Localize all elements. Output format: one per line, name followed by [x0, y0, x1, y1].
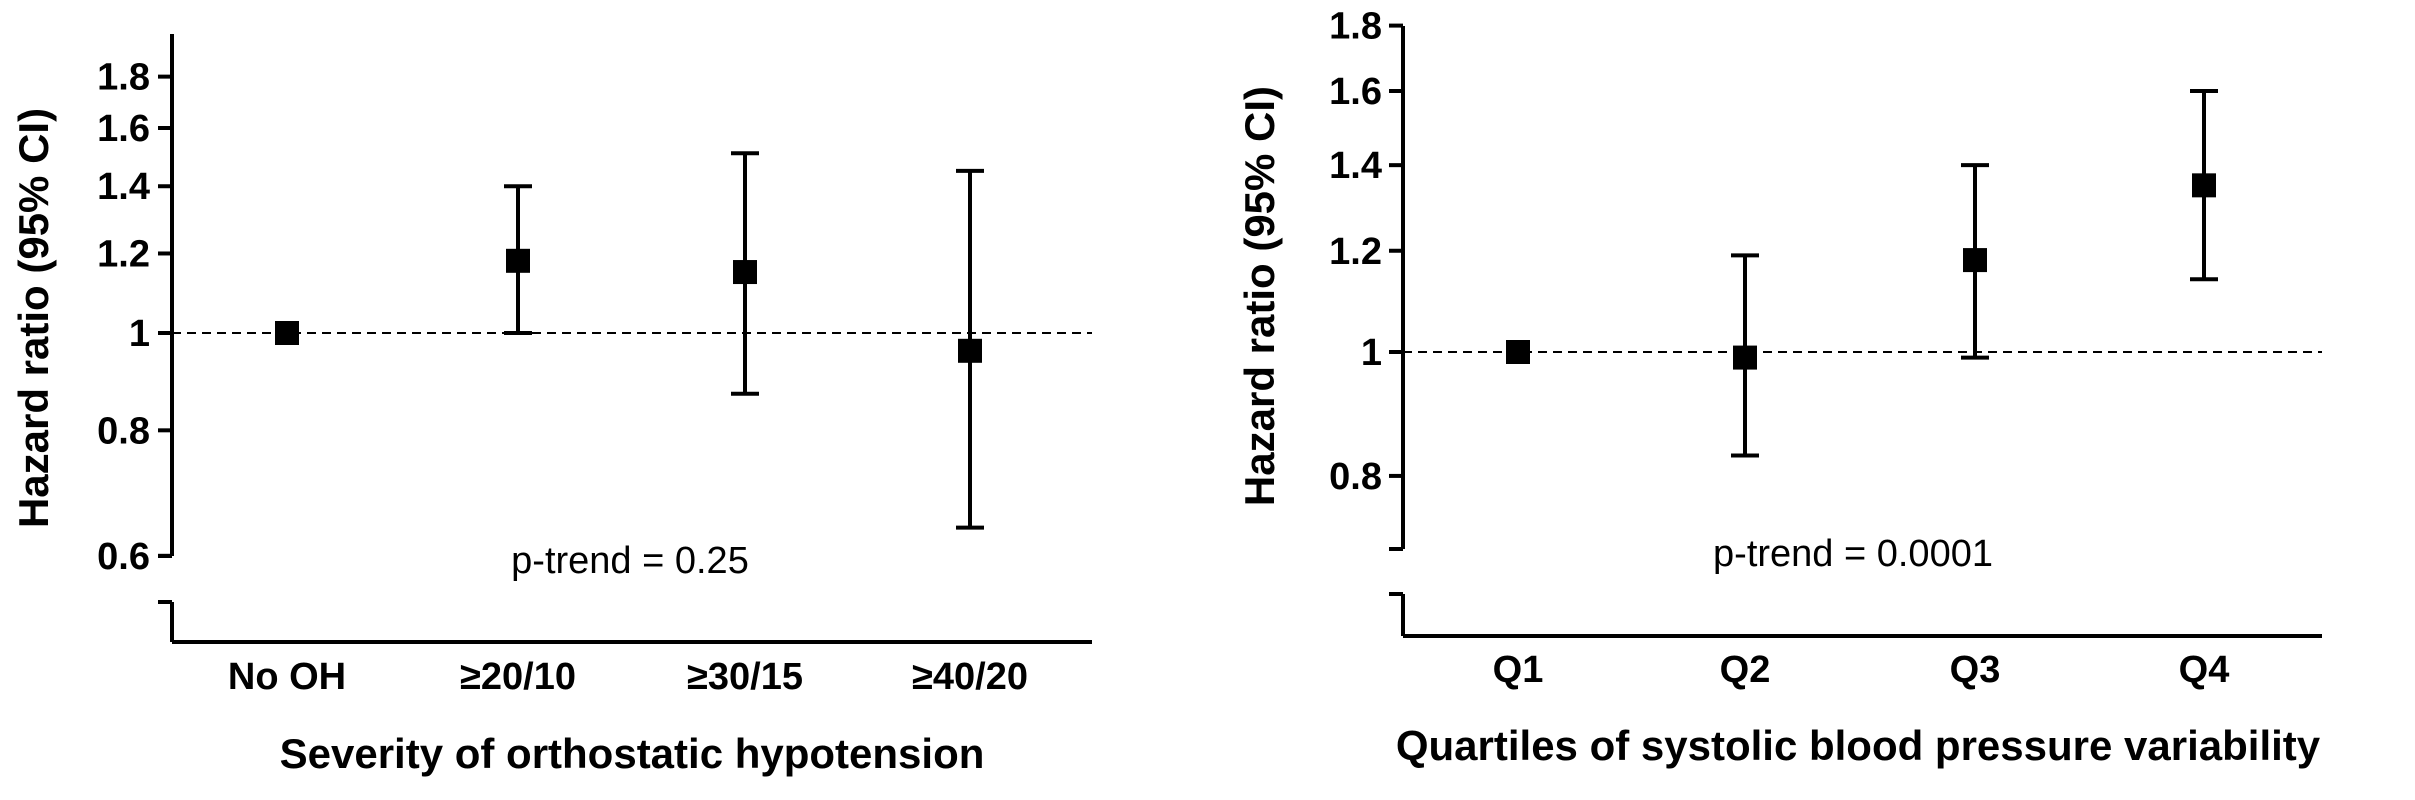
data-point-marker [1963, 248, 1987, 273]
p-trend-annotation: p-trend = 0.25 [511, 540, 749, 582]
y-tick-label: 0.8 [97, 410, 150, 452]
x-category-label: No OH [228, 656, 346, 698]
x-category-label: Q3 [1950, 649, 2001, 691]
y-tick-label: 0.8 [1329, 456, 1382, 498]
data-point-marker [2192, 173, 2216, 198]
y-tick-label: 1.4 [97, 166, 150, 208]
y-tick-label: 1.2 [1329, 231, 1382, 273]
y-tick-label: 1.4 [1329, 145, 1382, 187]
y-axis-title: Hazard ratio (95% CI) [10, 108, 57, 528]
chart-hazard-ratio-by-oh-severity: 0.6 0.8 1 1.2 1.4 1.6 1.8 No OH ≥20/10 ≥30/15 ≥40/… [10, 34, 1092, 777]
x-category-label: Q4 [2179, 649, 2230, 691]
data-point-marker [1733, 345, 1757, 370]
y-tick-label: 1 [1361, 332, 1382, 374]
chart-hazard-ratio-by-sbp-variability-quartile: 0.8 1 1.2 1.4 1.6 1.8 Q1 Q2 Q3 Q4 p-trend = 0.0001… [1236, 6, 2322, 769]
y-tick-label: 0.6 [97, 536, 150, 578]
p-trend-annotation: p-trend = 0.0001 [1713, 533, 1993, 575]
y-tick-label: 1.8 [1329, 6, 1382, 48]
y-tick-label: 1 [129, 313, 150, 355]
y-tick-label: 1.2 [97, 233, 150, 275]
data-point-marker [958, 338, 982, 363]
x-axis-title: Severity of orthostatic hypotension [280, 730, 985, 777]
x-category-label: ≥30/15 [687, 656, 803, 698]
data-point-marker [733, 260, 757, 285]
x-category-label: Q1 [1493, 649, 1544, 691]
x-category-label: ≥20/10 [460, 656, 576, 698]
x-category-label: ≥40/20 [912, 656, 1028, 698]
y-tick-label: 1.6 [97, 108, 150, 150]
data-point-marker [1506, 340, 1530, 364]
y-axis-title: Hazard ratio (95% CI) [1236, 86, 1283, 506]
y-tick-label: 1.8 [97, 57, 150, 99]
data-point-marker [506, 248, 530, 273]
x-category-label: Q2 [1720, 649, 1771, 691]
data-point-marker [275, 321, 299, 345]
y-tick-label: 1.6 [1329, 71, 1382, 113]
x-axis-title: Quartiles of systolic blood pressure var… [1396, 722, 2321, 769]
